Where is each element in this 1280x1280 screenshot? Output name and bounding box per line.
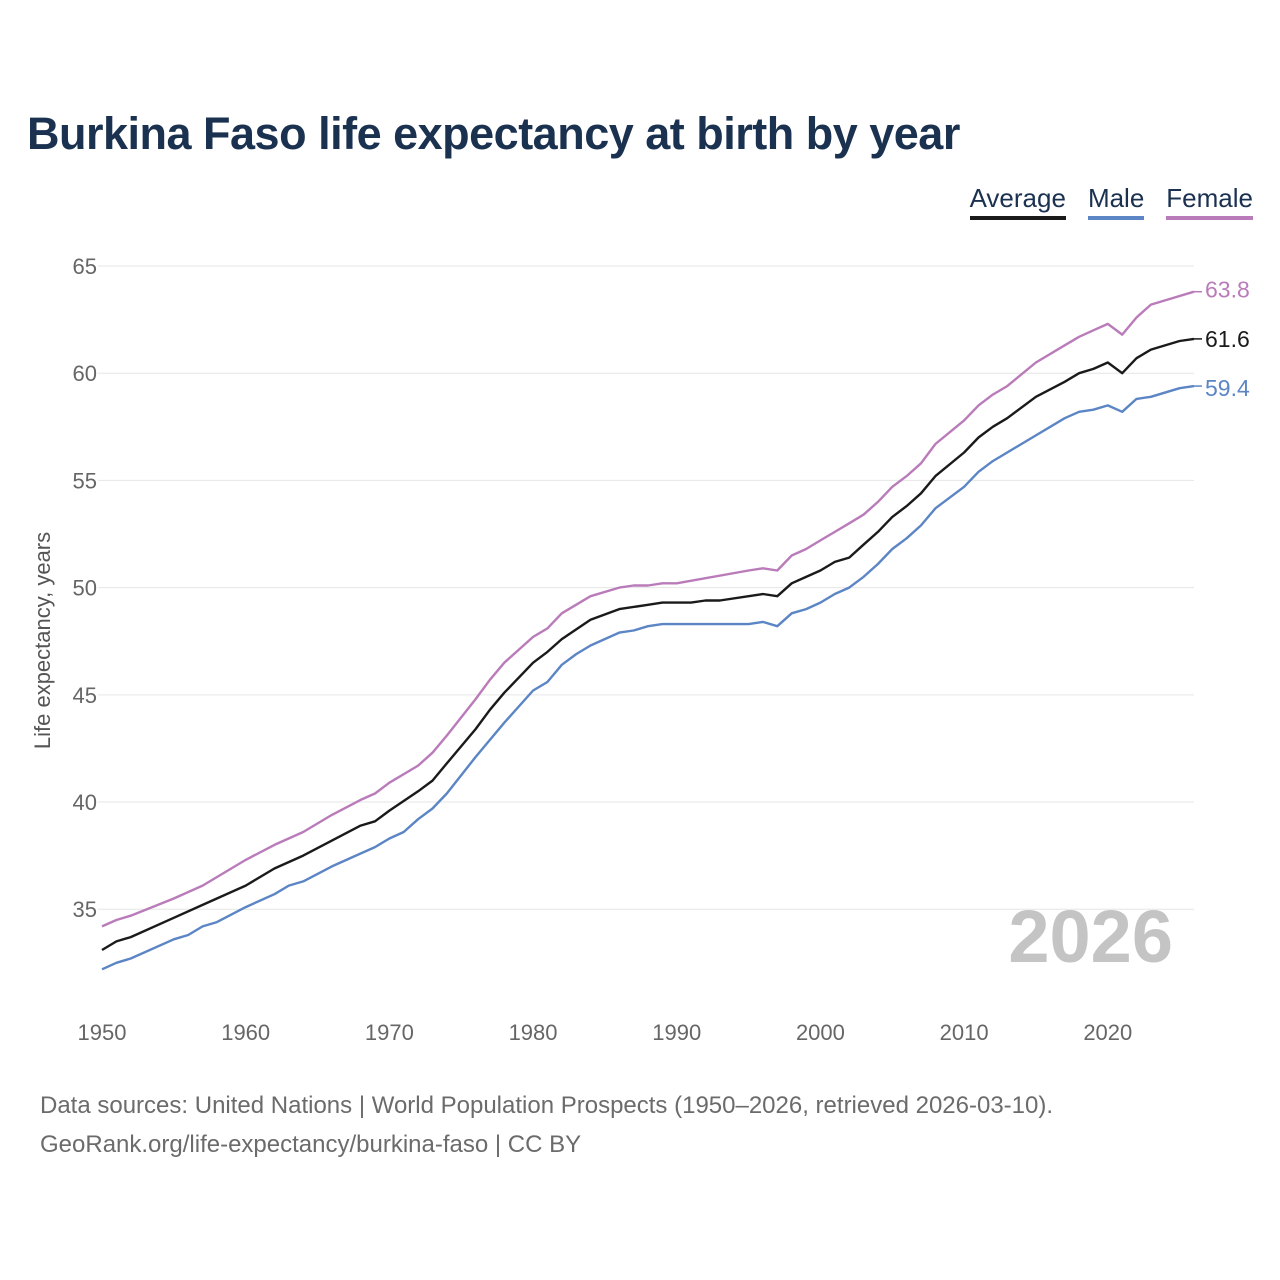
- x-tick-label-2000: 2000: [796, 1020, 845, 1045]
- chart-title: Burkina Faso life expectancy at birth by…: [27, 108, 960, 159]
- x-tick-label-1970: 1970: [365, 1020, 414, 1045]
- y-axis-title: Life expectancy, years: [30, 532, 55, 749]
- series-line-female: [101, 290, 1195, 928]
- end-label-female: 63.8: [1205, 277, 1250, 303]
- x-tick-label-1960: 1960: [221, 1020, 270, 1045]
- footer: Data sources: United Nations | World Pop…: [40, 1086, 1053, 1164]
- end-label-male: 59.4: [1205, 375, 1250, 401]
- life-expectancy-chart: 35 40 45 50 55 60 65 1950 1960 1970 1980 1990 2000 20…: [30, 254, 1250, 1045]
- data-source-text: Data sources: United Nations | World Pop…: [40, 1092, 1054, 1119]
- x-tick-label-1950: 1950: [78, 1020, 127, 1045]
- legend-item-average[interactable]: Average: [969, 183, 1066, 220]
- x-tick-label-2010: 2010: [940, 1020, 989, 1045]
- end-label-average: 61.6: [1205, 326, 1250, 352]
- y-tick-label-60: 60: [73, 361, 97, 386]
- y-tick-label-50: 50: [73, 576, 97, 601]
- x-tick-label-2020: 2020: [1083, 1020, 1132, 1045]
- series-line-male: [101, 384, 1195, 971]
- y-tick-label-35: 35: [73, 897, 97, 922]
- y-tick-label-55: 55: [73, 468, 97, 493]
- x-tick-label-1980: 1980: [509, 1020, 558, 1045]
- y-tick-label-45: 45: [73, 683, 97, 708]
- y-tick-label-65: 65: [73, 254, 97, 279]
- legend-item-male[interactable]: Male: [1087, 183, 1145, 220]
- attribution-text: GeoRank.org/life-expectancy/burkina-faso…: [40, 1131, 582, 1158]
- year-watermark: 2026: [1008, 895, 1173, 978]
- series-line-average: [101, 337, 1195, 952]
- y-tick-label-40: 40: [73, 790, 97, 815]
- x-tick-label-1990: 1990: [652, 1020, 701, 1045]
- legend: Average Male Female: [969, 183, 1253, 220]
- legend-item-female[interactable]: Female: [1166, 183, 1253, 220]
